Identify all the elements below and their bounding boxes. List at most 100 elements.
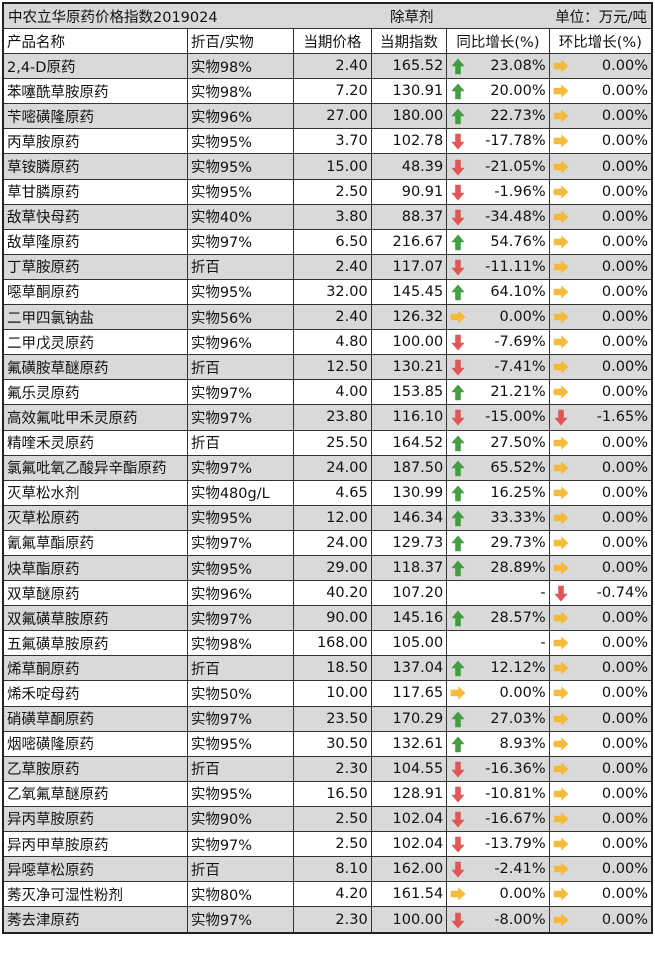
mom-change: 0.00% xyxy=(550,481,651,505)
table-row: 氟乐灵原药 实物97% 4.00 153.85 21.21% 0.00% xyxy=(4,380,651,406)
yoy-change: -11.11% xyxy=(447,254,550,279)
current-index: 161.54 xyxy=(372,882,448,907)
product-name: 精喹禾灵原药 xyxy=(4,430,188,455)
yoy-change: -10.81% xyxy=(447,781,550,806)
product-type: 实物96% xyxy=(188,104,295,129)
arrow-right-icon xyxy=(553,862,568,876)
mom-value: 0.00% xyxy=(601,509,648,526)
current-index: 187.50 xyxy=(372,455,448,480)
product-name: 噁草酮原药 xyxy=(4,279,188,305)
table-row: 烯禾啶母药 实物50% 10.00 117.65 0.00% 0.00% xyxy=(4,681,651,707)
yoy-change: -16.67% xyxy=(447,806,550,831)
arrow-up-icon xyxy=(451,610,465,627)
arrow-up-icon xyxy=(451,560,465,577)
product-name: 乙氧氟草醚原药 xyxy=(4,781,188,806)
current-price: 32.00 xyxy=(294,279,372,305)
product-name: 氯氟吡氧乙酸异辛酯原药 xyxy=(4,455,188,480)
current-price: 12.00 xyxy=(294,505,372,530)
arrow-right-icon xyxy=(553,536,568,550)
yoy-value: 65.52% xyxy=(490,459,546,476)
yoy-change: 21.21% xyxy=(447,380,550,405)
current-price: 18.50 xyxy=(294,656,372,681)
product-type: 实物95% xyxy=(188,505,295,530)
arrow-right-icon xyxy=(553,837,568,851)
product-type: 实物80% xyxy=(188,882,295,907)
mom-change: 0.00% xyxy=(550,556,651,580)
product-name: 乙草胺原药 xyxy=(4,756,188,781)
arrow-up-icon xyxy=(451,661,465,677)
yoy-value: 54.76% xyxy=(490,233,546,250)
table-row: 乙氧氟草醚原药 实物95% 16.50 128.91 -10.81% 0.00% xyxy=(4,781,651,807)
arrow-right-icon xyxy=(553,360,568,374)
current-index: 153.85 xyxy=(372,380,448,405)
mom-value: -0.74% xyxy=(596,585,648,602)
current-index: 170.29 xyxy=(372,706,448,731)
current-index: 118.37 xyxy=(372,555,448,581)
arrow-up-icon xyxy=(451,736,465,752)
arrow-up-icon xyxy=(451,234,465,251)
arrow-down-icon xyxy=(554,585,567,602)
yoy-value: 23.08% xyxy=(490,58,546,75)
product-name: 烯草酮原药 xyxy=(4,656,188,681)
yoy-change: 0.00% xyxy=(447,882,550,907)
table-row: 苄嘧磺隆原药 实物96% 27.00 180.00 22.73% 0.00% xyxy=(4,104,651,130)
yoy-value: - xyxy=(540,585,546,602)
yoy-change: 22.73% xyxy=(447,104,550,129)
yoy-change: 29.73% xyxy=(447,530,550,555)
table-row: 莠灭净可湿性粉剂 实物80% 4.20 161.54 0.00% 0.00% xyxy=(4,882,651,908)
mom-change: 0.00% xyxy=(550,456,651,480)
arrow-right-icon xyxy=(553,611,568,625)
current-index: 162.00 xyxy=(372,857,448,882)
mom-change: 0.00% xyxy=(550,707,651,731)
mom-change: 0.00% xyxy=(550,280,651,304)
table-row: 草铵膦原药 实物95% 15.00 48.39 -21.05% 0.00% xyxy=(4,154,651,180)
product-type: 实物98% xyxy=(188,79,295,104)
product-name: 莠去津原药 xyxy=(4,907,188,933)
product-type: 实物95% xyxy=(188,781,295,806)
current-index: 164.52 xyxy=(372,430,448,455)
current-index: 116.10 xyxy=(372,405,448,430)
yoy-value: -16.67% xyxy=(485,810,546,827)
mom-change: 0.00% xyxy=(550,154,651,178)
arrow-down-icon xyxy=(451,134,465,150)
product-type: 实物40% xyxy=(188,204,295,229)
arrow-right-icon xyxy=(553,662,568,675)
yoy-change: 27.50% xyxy=(447,430,550,455)
yoy-value: 8.93% xyxy=(499,735,546,752)
mom-value: 0.00% xyxy=(601,735,648,752)
mom-change: 0.00% xyxy=(550,330,651,354)
product-type: 实物97% xyxy=(188,380,295,405)
table-row: 烯草酮原药 折百 18.50 137.04 12.12% 0.00% xyxy=(4,656,651,682)
arrow-up-icon xyxy=(451,510,465,527)
mom-value: 0.00% xyxy=(601,384,648,401)
yoy-value: 0.00% xyxy=(499,685,546,702)
mom-value: 0.00% xyxy=(601,283,648,300)
table-row: 二甲四氯钠盐 实物56% 2.40 126.32 0.00% 0.00% xyxy=(4,305,651,331)
mom-value: 0.00% xyxy=(601,810,648,827)
current-price: 23.80 xyxy=(294,405,372,430)
arrow-right-icon xyxy=(553,687,568,700)
product-name: 丁草胺原药 xyxy=(4,254,188,279)
table-row: 丁草胺原药 折百 2.40 117.07 -11.11% 0.00% xyxy=(4,254,651,280)
arrow-down-icon xyxy=(451,861,465,878)
current-price: 16.50 xyxy=(294,781,372,806)
mom-change: 0.00% xyxy=(550,807,651,831)
mom-value: 0.00% xyxy=(601,560,648,577)
product-type: 实物97% xyxy=(188,832,295,857)
mom-change: 0.00% xyxy=(550,431,651,455)
product-type: 实物97% xyxy=(188,907,295,933)
table-row: 精喹禾灵原药 折百 25.50 164.52 27.50% 0.00% xyxy=(4,430,651,456)
yoy-change: -15.00% xyxy=(447,405,550,430)
arrow-down-icon xyxy=(451,209,465,226)
product-type: 实物95% xyxy=(188,154,295,179)
mom-change: 0.00% xyxy=(550,255,651,279)
yoy-value: 21.21% xyxy=(490,384,546,401)
product-name: 灭草松原药 xyxy=(4,505,188,530)
yoy-change: 28.57% xyxy=(447,606,550,631)
product-type: 折百 xyxy=(188,254,295,279)
arrow-right-icon xyxy=(553,561,568,575)
current-price: 27.00 xyxy=(294,104,372,129)
product-name: 异噁草松原药 xyxy=(4,857,188,882)
yoy-value: 12.12% xyxy=(490,660,546,677)
header-type: 折百/实物 xyxy=(188,29,295,54)
